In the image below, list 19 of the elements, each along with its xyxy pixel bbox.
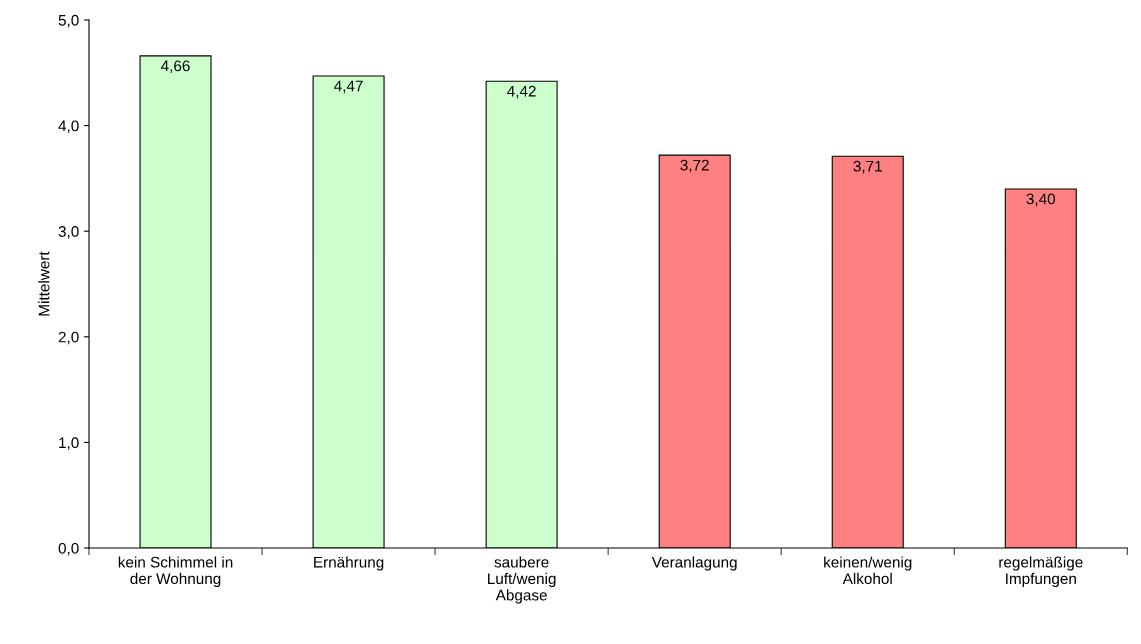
- x-tick-label: saubere Luft/wenig Abgase: [488, 556, 556, 604]
- x-tick-label: regelmäßige Impfungen: [999, 556, 1083, 588]
- x-tick-label: keinen/wenig Alkohol: [824, 556, 912, 585]
- y-tick-label: 4,0: [58, 120, 79, 134]
- data-label: 3,72: [680, 159, 709, 173]
- y-tick-label: 5,0: [58, 14, 79, 28]
- data-label: 4,42: [507, 85, 536, 99]
- x-tick-label: Ernährung: [314, 556, 384, 571]
- x-tick-label: kein Schimmel in der Wohnung: [118, 556, 233, 588]
- data-label: 3,71: [853, 160, 882, 174]
- y-tick-label: 2,0: [58, 331, 79, 345]
- y-tick-label: 0,0: [58, 542, 79, 556]
- x-tick-label: Veranlagung: [651, 556, 737, 571]
- data-label: 3,40: [1026, 193, 1056, 207]
- data-label: 4,66: [161, 60, 190, 74]
- y-tick-label: 3,0: [58, 226, 79, 239]
- y-tick-label: 1,0: [59, 437, 79, 450]
- data-label: 4,47: [334, 80, 363, 94]
- y-axis-title: Mittelwert: [38, 251, 50, 316]
